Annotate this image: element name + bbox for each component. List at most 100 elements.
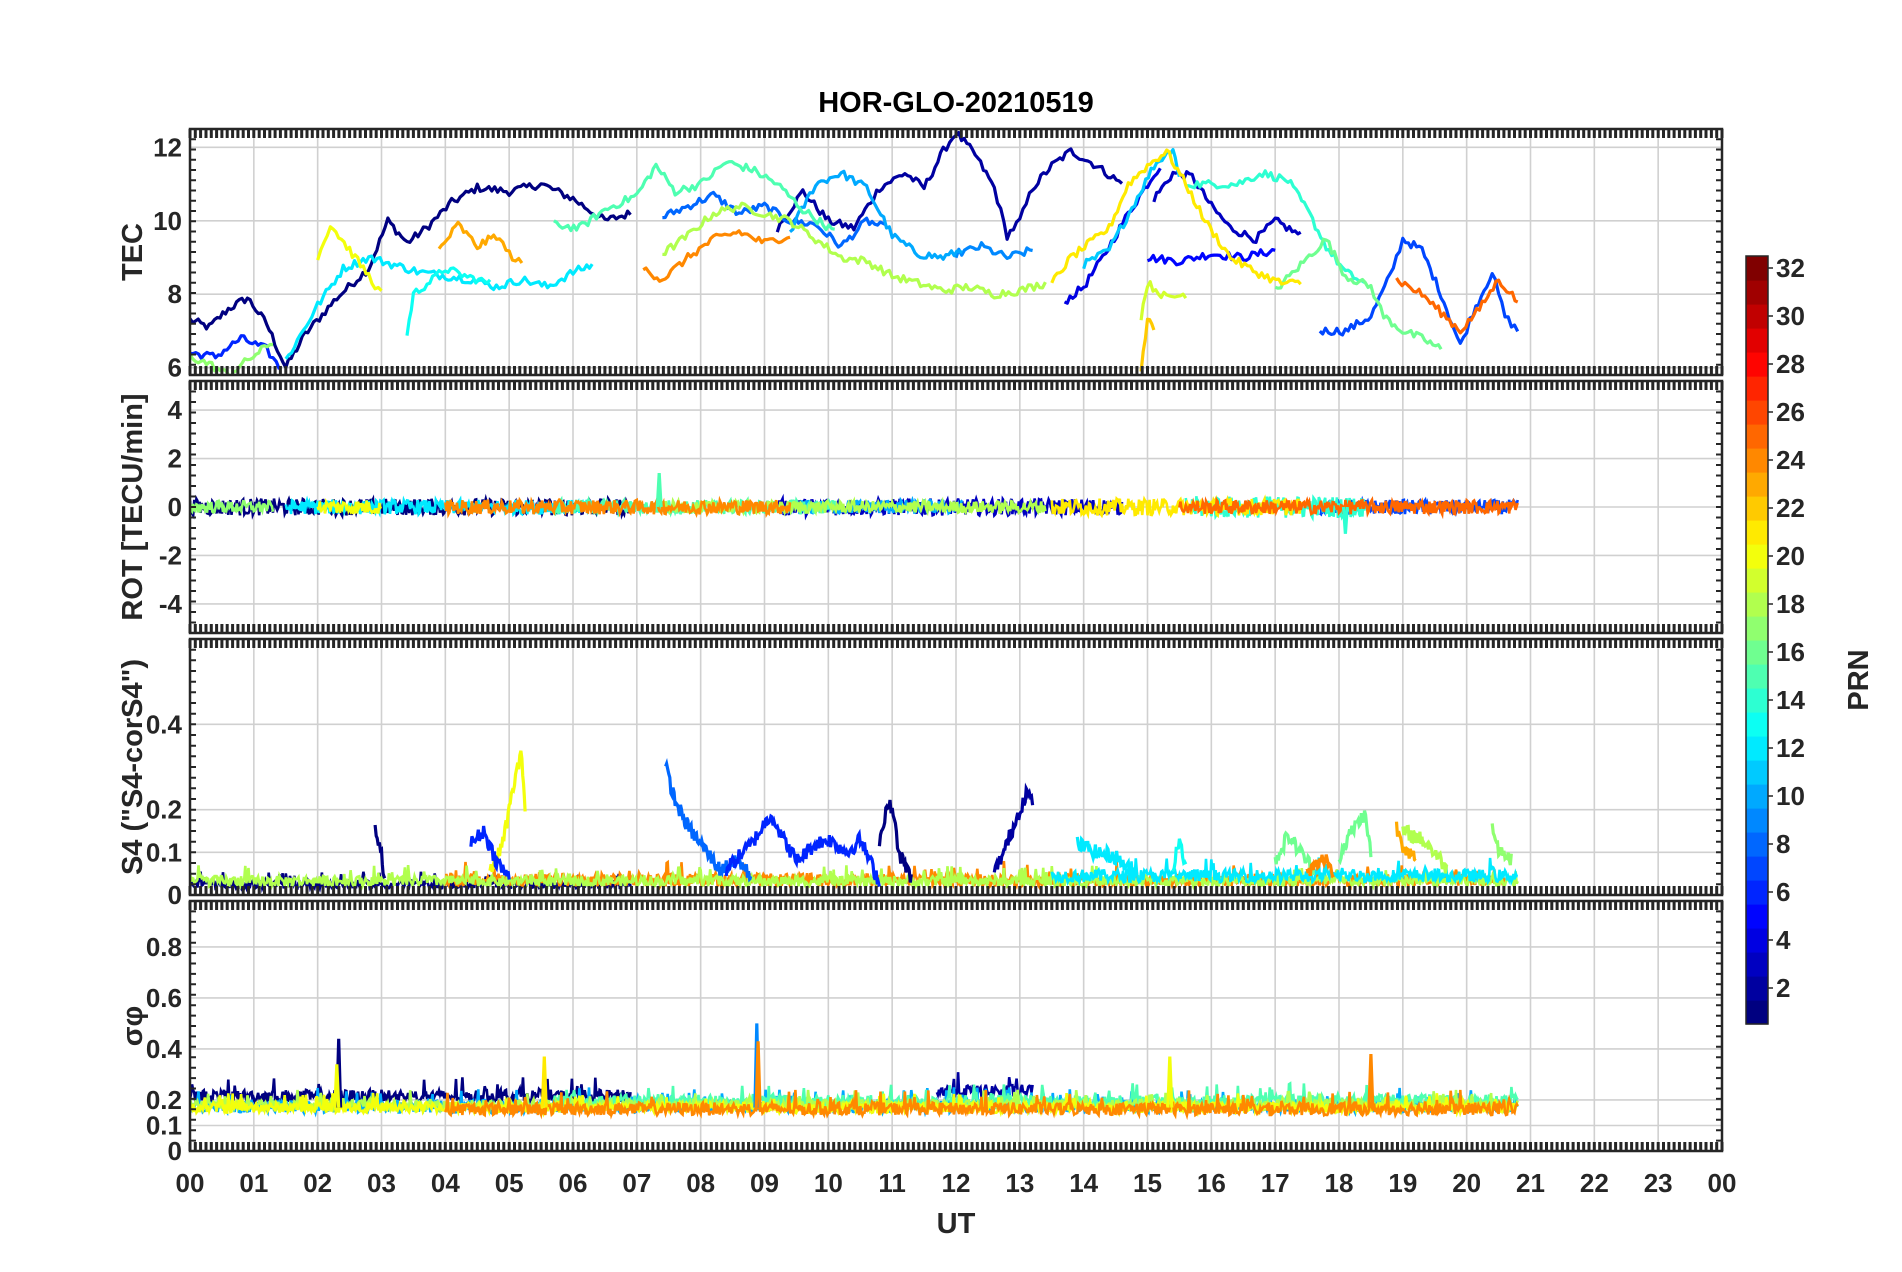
colorbar-step [1746,544,1768,569]
colorbar-step [1746,400,1768,425]
colorbar-step [1746,760,1768,785]
x-tick-label: 12 [942,1168,971,1198]
colorbar-tick-label: 20 [1776,541,1805,571]
series-line-prn-21 [1050,148,1302,286]
colorbar-step [1746,304,1768,329]
colorbar-tick-label: 12 [1776,733,1805,763]
colorbar-step [1746,856,1768,881]
panel-data [190,1023,1519,1121]
series-line-prn-12 [284,254,594,360]
y-tick-label: 0 [168,880,182,910]
minor-ticks [188,639,1724,895]
y-tick-label: 0.4 [146,709,183,739]
panel-sigma: 00.10.2 0.4 0.6 0.8 σφ [117,899,1724,1166]
burst-trace-prn-1 [373,824,387,879]
side-ticks [190,900,1722,1152]
burst-trace-prn-16 [1273,830,1316,876]
y-tick-label: -4 [159,589,183,619]
colorbar-tick-label: 18 [1776,589,1805,619]
x-tick-label: 00 [1708,1168,1737,1198]
noise-trace-prn-20 [316,497,383,516]
colorbar-step [1746,976,1768,1001]
x-tick-label: 06 [559,1168,588,1198]
x-tick-label: 05 [495,1168,524,1198]
x-tick-label: 00 [176,1168,205,1198]
x-tick-label: 08 [686,1168,715,1198]
y-tick-label: 0.8 [146,932,182,962]
colorbar-step [1746,520,1768,545]
series-line-prn-24 [642,229,791,283]
x-tick-label: 15 [1133,1168,1162,1198]
series-line-prn-16 [1274,237,1443,351]
series-line-prn-15 [553,160,835,233]
burst-trace-prn-6 [724,813,881,887]
series-line-prn-5 [1146,248,1276,267]
x-tick-label: 03 [367,1168,396,1198]
spike-prn-24 [754,1041,762,1108]
series-line-prn-19 [1139,280,1188,321]
minor-ticks [188,381,1724,633]
y-tick-label: 0 [168,1136,182,1166]
x-axis-title: UT [937,1208,976,1240]
series-line-prn-13 [405,266,492,336]
colorbar-tick-label: 8 [1776,829,1790,859]
colorbar-step [1746,424,1768,449]
colorbar-tick-label: 22 [1776,493,1805,523]
colorbar-step [1746,688,1768,713]
colorbar-tick-label: 6 [1776,877,1790,907]
panel-rot: -4 -2 0 2 4 ROT [TECU/min] [117,379,1724,635]
colorbar-tick-label: 24 [1776,445,1805,475]
colorbar-step [1746,256,1768,281]
colorbar-step [1746,568,1768,593]
y-tick-label: 0.1 [146,837,182,867]
x-axis: 00 01 02 03 04 05 06 07 08 09 10 11 12 13 14 15 16 17 18 19… [176,1168,1737,1198]
y-tick-label: 0.2 [146,795,182,825]
colorbar-tick-label: 26 [1776,397,1805,427]
x-tick-label: 10 [814,1168,843,1198]
colorbar-step [1746,952,1768,977]
colorbar-step [1746,904,1768,929]
side-ticks [190,638,1722,896]
panel-tec: 6 8 10 12 TEC [117,127,1724,383]
x-tick-label: 23 [1644,1168,1673,1198]
colorbar-tick-label: 16 [1776,637,1805,667]
y-tick-label: 0.6 [146,983,182,1013]
spike-prn-14 [1341,506,1349,534]
y-tick-label: 0.4 [146,1034,183,1064]
y-tick-label: 6 [168,353,182,383]
y-tick-label: 4 [168,395,183,425]
colorbar-step [1746,328,1768,353]
noise-trace-prn-12 [1050,857,1519,887]
colorbar-step [1746,496,1768,521]
colorbar-frame [1745,255,1769,1025]
y-tick-label: 0.1 [146,1110,182,1140]
panel-s4: 0 0.1 0.2 0.4S4 ("S4-corS4") [117,637,1724,910]
noise-trace-prn-18 [190,864,1519,892]
chart-title: HOR-GLO-20210519 [818,87,1094,119]
x-tick-label: 17 [1261,1168,1290,1198]
noise-trace-prn-21 [1050,494,1302,520]
x-tick-label: 20 [1452,1168,1481,1198]
series-line-prn-9 [954,241,1033,260]
series-line-prn-17 [190,342,274,375]
burst-trace-prn-6 [469,825,511,880]
series-line-prn-18 [662,201,1047,300]
y-axis-title-s4: S4 ("S4-corS4") [117,659,149,875]
colorbar-step [1746,736,1768,761]
burst-trace-prn-1 [877,799,913,883]
x-tick-label: 02 [303,1168,332,1198]
burst-trace-prn-12 [1075,835,1137,880]
x-tick-label: 16 [1197,1168,1226,1198]
colorbar-step [1746,280,1768,305]
colorbar-step [1746,352,1768,377]
x-tick-label: 13 [1005,1168,1034,1198]
colorbar-step [1746,376,1768,401]
colorbar-step [1746,928,1768,953]
y-tick-label: 8 [168,279,182,309]
y-axis-title-tec: TEC [117,223,149,281]
spike-prn-15 [655,473,663,508]
x-tick-label: 19 [1388,1168,1417,1198]
burst-trace-prn-13 [1171,838,1188,872]
